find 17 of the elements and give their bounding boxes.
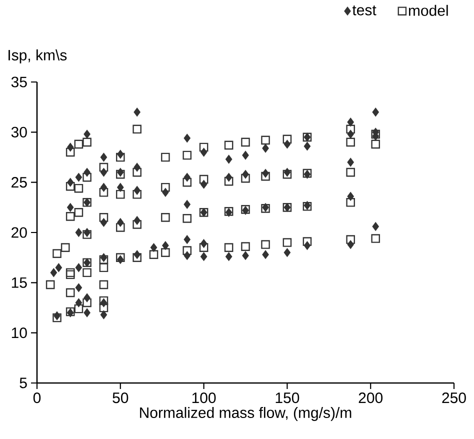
y-tick-label: 10 — [12, 328, 27, 338]
y-axis-title: Isp, km\s — [8, 49, 67, 64]
legend-label: model — [408, 4, 448, 16]
x-tick-label: 100 — [192, 392, 216, 404]
x-tick-label: 0 — [33, 392, 41, 404]
x-axis-title: Normalized mass flow, (mg/s)/m — [140, 406, 352, 421]
y-tick-label: 20 — [12, 227, 27, 238]
y-tick-label: 35 — [11, 76, 27, 88]
y-tick-label: 5 — [20, 378, 27, 388]
x-tick-label: 50 — [112, 392, 128, 404]
x-tick-label: 150 — [276, 392, 300, 404]
y-tick-label: 15 — [12, 277, 27, 288]
y-tick-label: 30 — [11, 126, 27, 138]
x-tick-label: 250 — [442, 392, 466, 404]
legend-label: test — [352, 5, 376, 16]
x-tick-label: 200 — [358, 392, 383, 404]
y-tick-label: 25 — [12, 177, 27, 188]
